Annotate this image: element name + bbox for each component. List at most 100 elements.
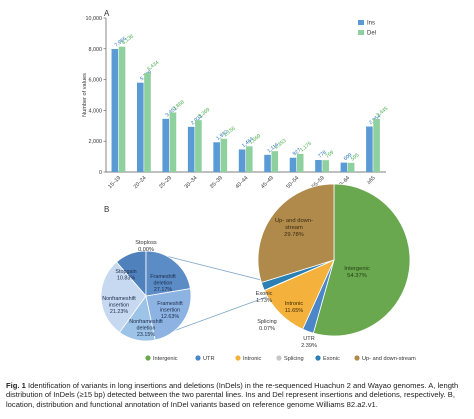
caption-text: Identification of variants in long inser…: [6, 381, 459, 409]
legend-dot-utr: [195, 355, 201, 361]
label-nonframeshift-deletion: deletion: [137, 326, 156, 332]
legend-dot-intronic: [235, 355, 241, 361]
y-tick-label: 10,000: [86, 16, 103, 22]
legend-text-intergenic: Intergenic: [153, 356, 178, 362]
legend-text-exonic: Exonic: [323, 356, 340, 362]
label-splicing: 0.07%: [259, 326, 275, 332]
x-tick-label: 45–49: [260, 175, 275, 190]
y-tick-label: 8,000: [89, 47, 103, 53]
bar-del: [246, 146, 253, 172]
label-nonframeshift-insertion: 21.23%: [110, 309, 128, 315]
label-exonic: 1.73%: [256, 298, 272, 304]
panel-a-label: A: [104, 9, 110, 18]
legend-dot-splicing: [276, 355, 282, 361]
legend-text-utr: UTR: [203, 356, 215, 362]
bar-del: [118, 46, 126, 172]
legend-text-intronic: Intronic: [243, 356, 262, 362]
bar-ins: [289, 157, 297, 172]
label-nonframeshift-insertion: Nonframeshift: [102, 296, 136, 302]
bar-del: [169, 112, 177, 172]
y-axis-label: Number of values: [82, 73, 88, 117]
figure: A 0 2,000 4,000 6,000 8,000 10,000 Number of v…: [82, 9, 416, 362]
legend-dot-exonic: [315, 355, 321, 361]
bar-value-label: 2,156: [223, 126, 237, 139]
bar-ins: [187, 126, 195, 172]
bar-value-label: 927: [292, 147, 303, 157]
x-tick-label: 40–44: [235, 175, 250, 190]
location-slice-up-and-down-stream: [257, 183, 335, 283]
y-tick-label: 6,000: [89, 78, 103, 84]
bar-value-label: 1,353: [274, 138, 288, 151]
legend-label-ins: Ins: [367, 21, 375, 27]
bar-ins: [315, 160, 322, 172]
label-intronic: Intronic: [285, 301, 304, 307]
bar-del: [195, 120, 202, 172]
label-frameshift-insertion: insertion: [160, 308, 180, 314]
bar-value-label: 3,369: [197, 107, 211, 120]
location-slice-intergenic: [312, 183, 411, 337]
bar-del: [271, 151, 279, 172]
label-frameshift-insertion: Frameshift: [157, 301, 183, 307]
legend-swatch-ins: [358, 20, 364, 25]
label-nonframeshift-insertion: insertion: [109, 303, 129, 309]
exonic-slice-nonframeshift-deletion: [145, 288, 192, 341]
label-frameshift-deletion: deletion: [154, 281, 173, 287]
bar-value-label: 3,445: [375, 106, 389, 119]
legend-swatch-del: [358, 30, 364, 35]
label-frameshift-insertion: 12.63%: [161, 314, 179, 320]
x-tick-label: 30–34: [184, 175, 199, 190]
caption-lead: Fig. 1: [6, 381, 26, 390]
exonic-slice-nonframeshift-insertion: [145, 250, 191, 297]
bar-value-label: 769: [325, 150, 336, 160]
label-stoploss: 0.00%: [138, 247, 154, 253]
x-tick-label: ≥65: [366, 175, 377, 186]
label-updown: Up- and down-: [275, 218, 313, 224]
label-nonframeshift-deletion: 23.15%: [137, 332, 155, 338]
label-exonic: Exonic: [256, 291, 273, 297]
label-utr: UTR: [303, 336, 315, 342]
bar-value-label: 778: [317, 149, 328, 159]
bar-del: [373, 118, 380, 172]
x-tick-label: 20–24: [133, 175, 148, 190]
bar-del: [220, 138, 228, 172]
x-tick-label: 50–54: [285, 175, 300, 190]
figure-caption: Fig. 1 Identification of variants in lon…: [6, 381, 468, 409]
label-intronic: 11.65%: [285, 308, 304, 314]
label-intergenic: 54.37%: [347, 273, 367, 279]
y-tick-label: 2,000: [89, 139, 103, 145]
bar-value-label: 6,434: [146, 60, 160, 73]
bar-ins: [213, 142, 220, 172]
bar-value-label: 3,868: [172, 99, 186, 112]
label-splicing: Splicing: [257, 319, 277, 325]
y-tick-label: 0: [99, 170, 102, 176]
bar-value-label: 595: [350, 152, 361, 162]
bar-del: [144, 72, 151, 172]
exonic-function-pie: [100, 250, 192, 342]
pie-legend: Intergenic UTR Intronic Splicing Exonic Up- a…: [145, 355, 416, 362]
bar-ins: [366, 126, 373, 172]
exonic-slice-frameshift-deletion: [100, 261, 147, 333]
bar-ins: [162, 118, 170, 172]
legend-dot-up-and-down-stream: [354, 355, 360, 361]
x-tick-label: 35–39: [209, 175, 224, 190]
bar-ins: [264, 154, 271, 172]
panel-b-label: B: [104, 205, 109, 214]
label-updown: stream: [285, 225, 303, 231]
label-stoploss: Stoploss: [135, 240, 157, 246]
bar-ins: [136, 82, 144, 172]
bar-ins: [111, 49, 119, 173]
label-nonframeshift-deletion: Nonframeshift: [129, 319, 163, 325]
bar-ins: [340, 162, 348, 172]
label-stopgain: Stopgain: [115, 269, 136, 275]
label-frameshift-deletion: 27.17%: [154, 287, 172, 293]
bar-value-label: 1,669: [248, 133, 262, 146]
legend-text-splicing: Splicing: [284, 356, 304, 362]
label-stopgain: 10.83%: [117, 276, 135, 282]
location-pie: [257, 183, 411, 337]
bar-del: [322, 160, 329, 172]
label-frameshift-deletion: Frameshift: [150, 274, 176, 280]
legend-dot-intergenic: [145, 355, 151, 361]
legend-text-up-and-down-stream: Up- and down-stream: [362, 356, 416, 362]
bar-del: [296, 153, 304, 172]
